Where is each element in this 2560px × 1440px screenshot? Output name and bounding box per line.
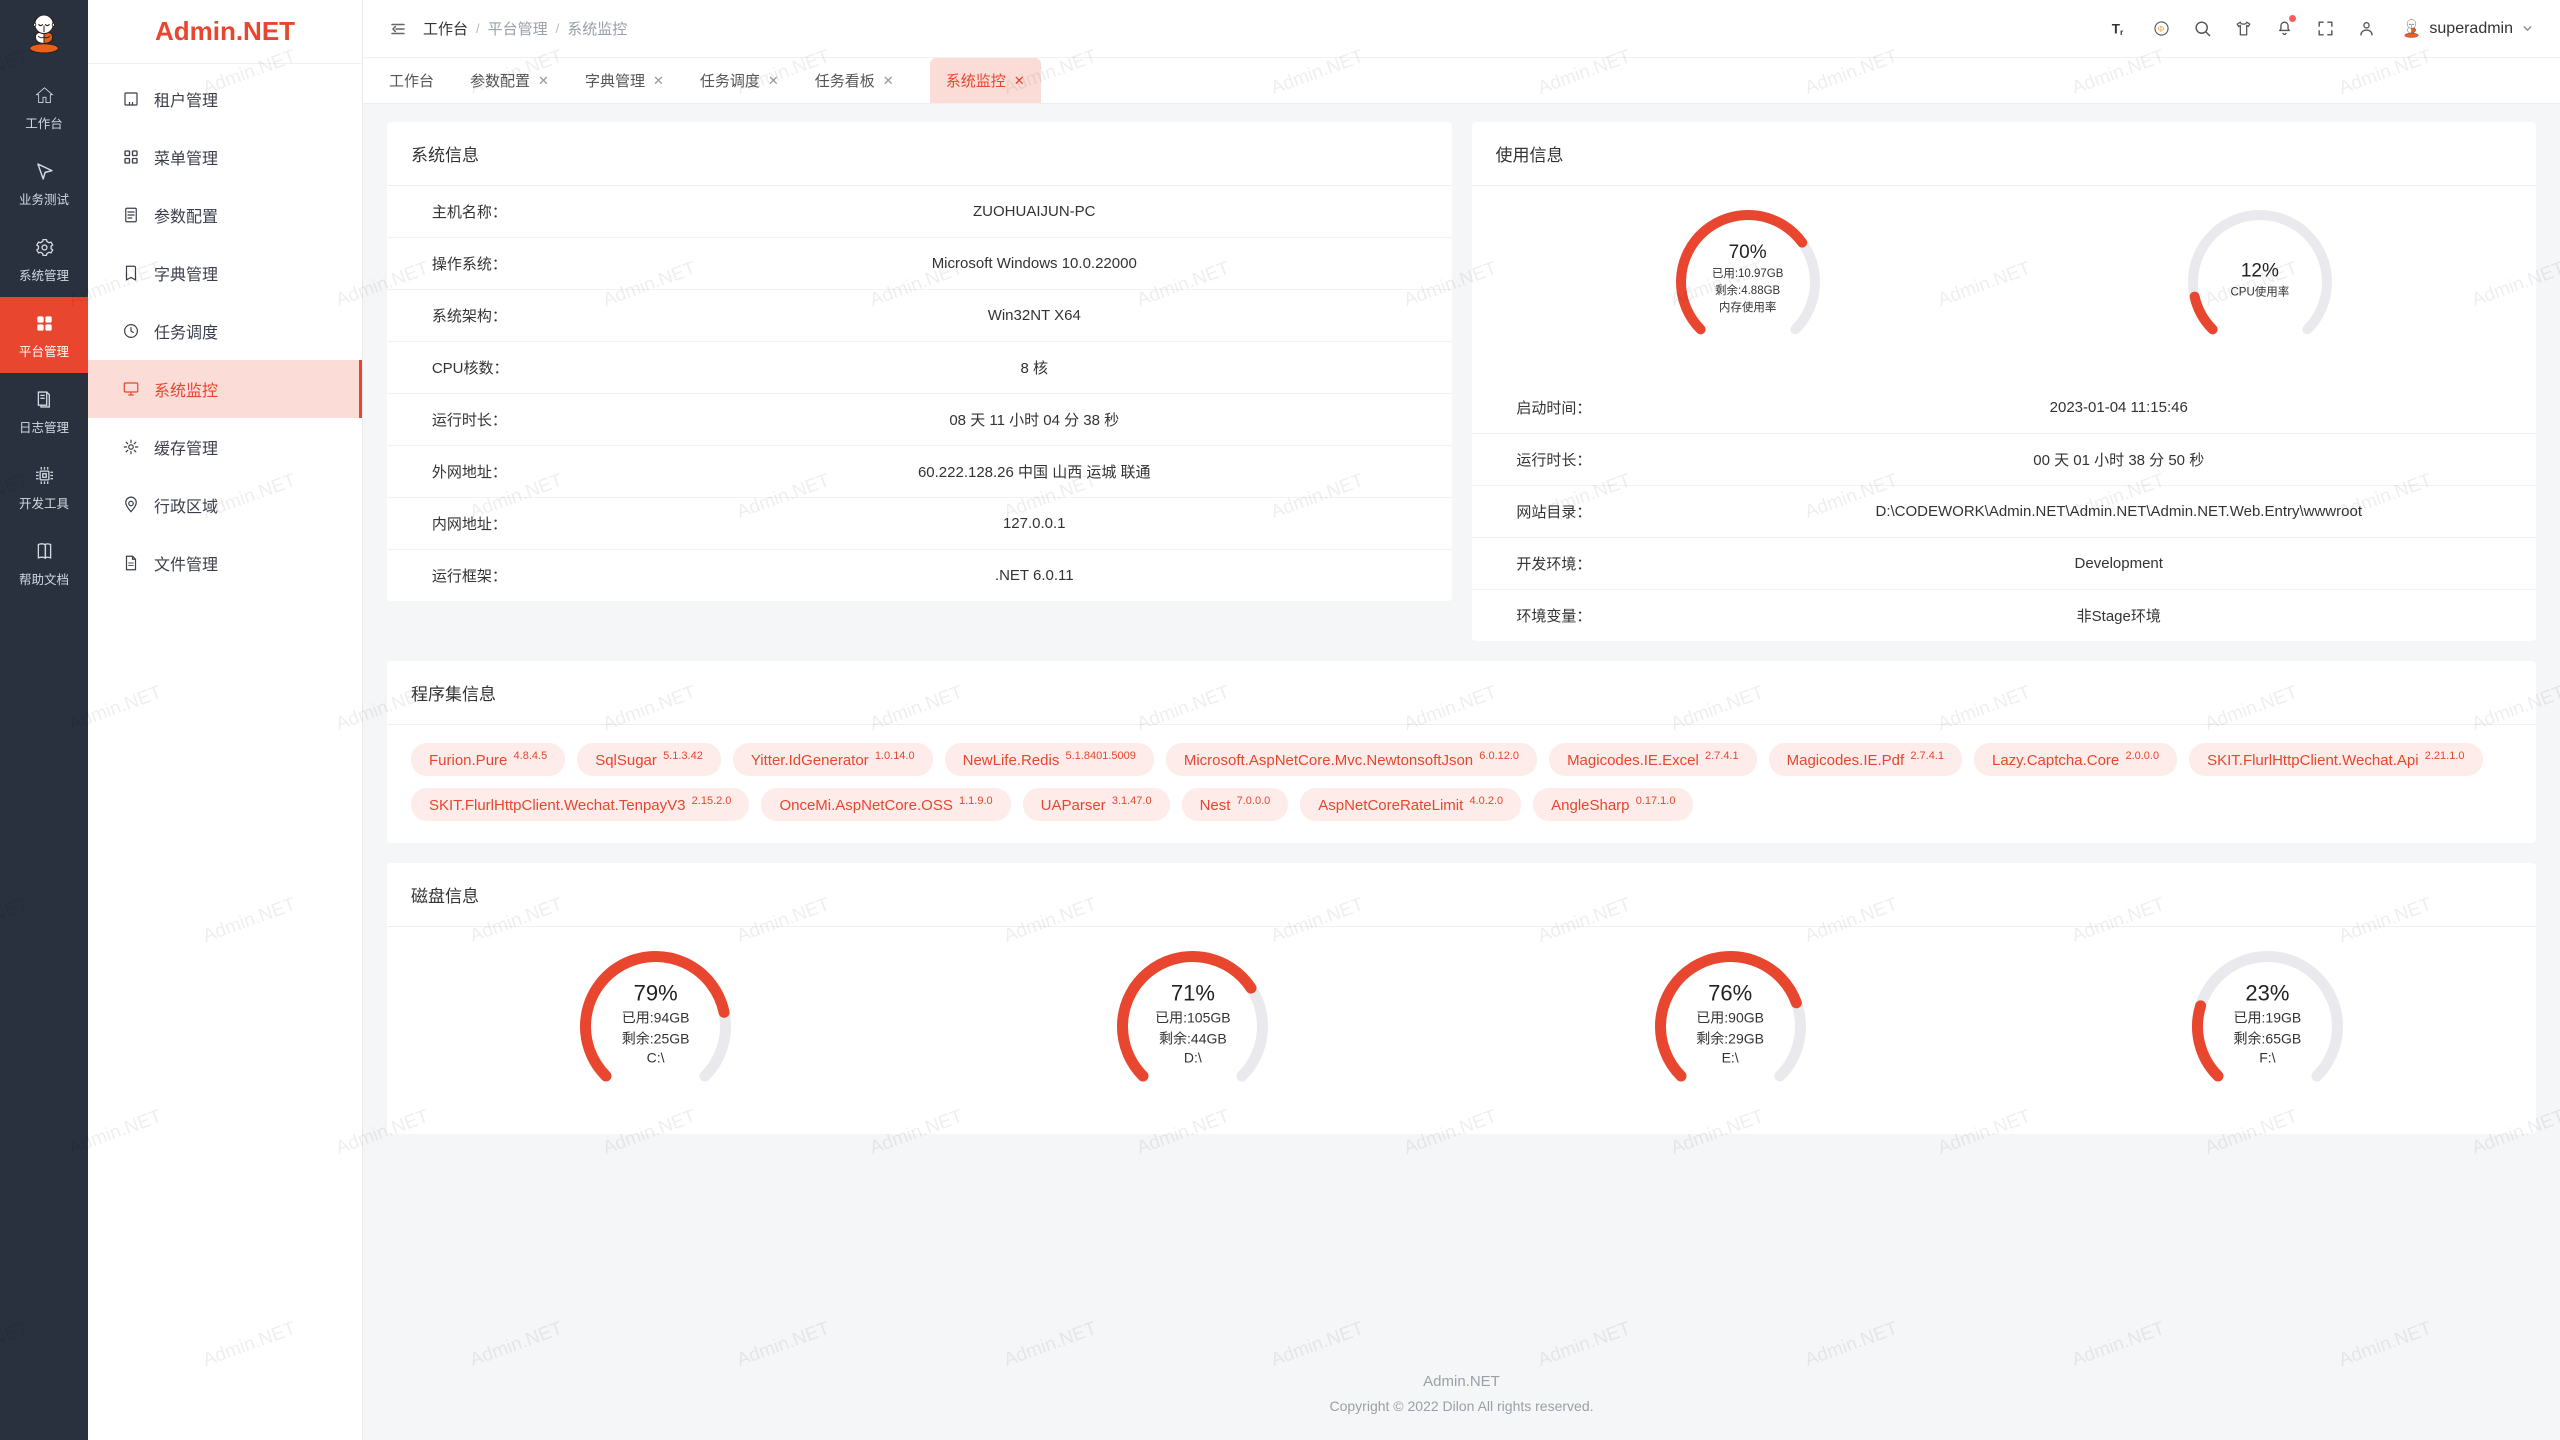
svg-text:Φ: Φ [2158, 24, 2165, 34]
svg-text:Tr: Tr [2112, 21, 2124, 37]
